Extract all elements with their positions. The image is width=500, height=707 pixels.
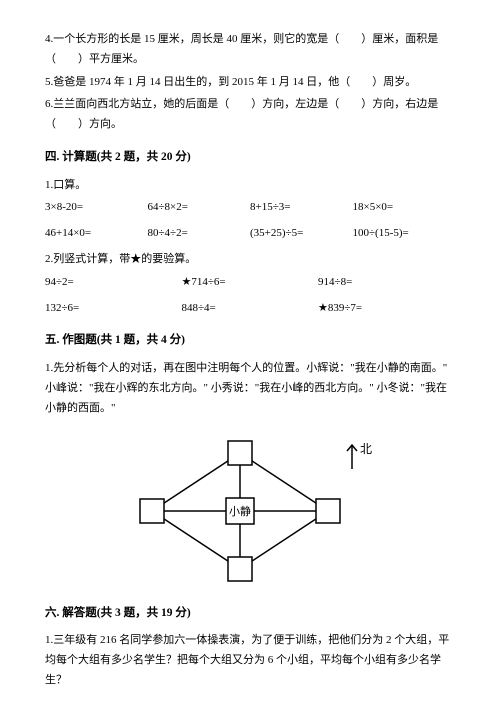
vert-cell: 132÷6= <box>45 299 182 319</box>
center-label: 小静 <box>229 504 251 518</box>
question-6: 6.兰兰面向西北方站立，她的后面是（ ）方向，左边是（ ）方向，右边是（ ）方向… <box>45 95 455 135</box>
calc-2-title: 2.列竖式计算，带★的要验算。 <box>45 250 455 270</box>
calc-cell: 18×5×0= <box>353 198 456 218</box>
calc-cell: 8+15÷3= <box>250 198 353 218</box>
section-6-title: 六. 解答题(共 3 题，共 19 分) <box>45 603 455 624</box>
diagram-container: 小静 北 <box>45 431 455 591</box>
vert-cell: 848÷4= <box>182 299 319 319</box>
calc-cell: 3×8-20= <box>45 198 148 218</box>
question-5: 5.爸爸是 1974 年 1 月 14 日出生的，到 2015 年 1 月 14… <box>45 73 455 93</box>
section-5-title: 五. 作图题(共 1 题，共 4 分) <box>45 330 455 351</box>
position-diagram: 小静 北 <box>120 431 380 591</box>
calc-cell: (35+25)÷5= <box>250 224 353 244</box>
vert-cell: 94÷2= <box>45 273 182 293</box>
north-label: 北 <box>360 442 372 456</box>
calc-cell: 80÷4÷2= <box>148 224 251 244</box>
section-4-title: 四. 计算题(共 2 题，共 20 分) <box>45 147 455 168</box>
vert-cell: 914÷8= <box>318 273 455 293</box>
question-4: 4.一个长方形的长是 15 厘米，周长是 40 厘米，则它的宽是（ ）厘米，面积… <box>45 30 455 70</box>
calc-1-title: 1.口算。 <box>45 176 455 196</box>
vert-row-1: 94÷2= ★714÷6= 914÷8= <box>45 273 455 293</box>
draw-1-text: 1.先分析每个人的对话，再在图中注明每个人的位置。小辉说："我在小静的南面。" … <box>45 359 455 418</box>
calc-cell: 46+14×0= <box>45 224 148 244</box>
vert-row-2: 132÷6= 848÷4= ★839÷7= <box>45 299 455 319</box>
calc-cell: 64÷8×2= <box>148 198 251 218</box>
calc-row-1: 3×8-20= 64÷8×2= 8+15÷3= 18×5×0= <box>45 198 455 218</box>
word-problem-1: 1.三年级有 216 名同学参加六一体操表演，为了便于训练，把他们分为 2 个大… <box>45 631 455 690</box>
vert-cell: ★714÷6= <box>182 273 319 293</box>
vert-cell: ★839÷7= <box>318 299 455 319</box>
north-arrow-icon <box>347 445 357 469</box>
calc-row-2: 46+14×0= 80÷4÷2= (35+25)÷5= 100÷(15-5)= <box>45 224 455 244</box>
calc-cell: 100÷(15-5)= <box>353 224 456 244</box>
